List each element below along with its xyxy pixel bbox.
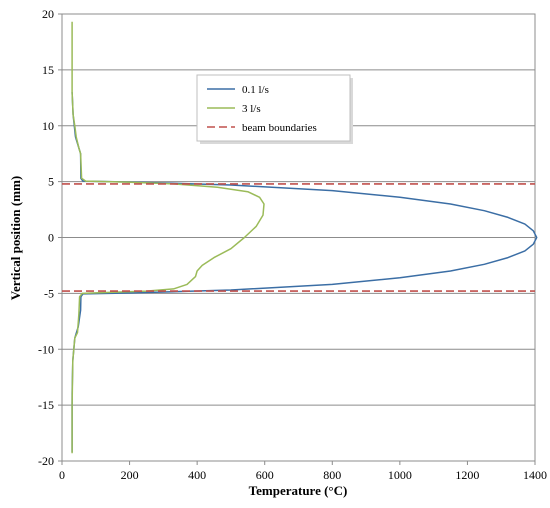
- y-tick-label: -15: [38, 398, 54, 412]
- y-tick-label: -5: [44, 286, 54, 300]
- y-tick-label: 0: [48, 231, 54, 245]
- x-tick-label: 1400: [523, 468, 547, 482]
- y-tick-label: 10: [42, 119, 54, 133]
- y-tick-label: -20: [38, 454, 54, 468]
- x-tick-label: 400: [188, 468, 206, 482]
- series-line-3-l-s: [71, 21, 265, 454]
- legend-label: 3 l/s: [242, 103, 261, 115]
- x-tick-label: 0: [59, 468, 65, 482]
- y-tick-label: 20: [42, 7, 54, 21]
- x-tick-label: 600: [256, 468, 274, 482]
- legend-label: beam boundaries: [242, 122, 317, 134]
- x-axis-title: Temperature (°C): [249, 483, 348, 498]
- x-tick-label: 200: [121, 468, 139, 482]
- x-tick-label: 1000: [388, 468, 412, 482]
- series-line-0-1-l-s: [71, 92, 538, 453]
- y-tick-label: 5: [48, 175, 54, 189]
- legend-label: 0.1 l/s: [242, 84, 269, 96]
- legend: 0.1 l/s 3 l/s beam boundaries: [196, 74, 353, 144]
- x-tick-label: 800: [323, 468, 341, 482]
- x-tick-label: 1200: [455, 468, 479, 482]
- y-tick-label: 15: [42, 63, 54, 77]
- y-axis-title: Vertical position (mm): [8, 176, 23, 300]
- y-tick-label: -10: [38, 342, 54, 356]
